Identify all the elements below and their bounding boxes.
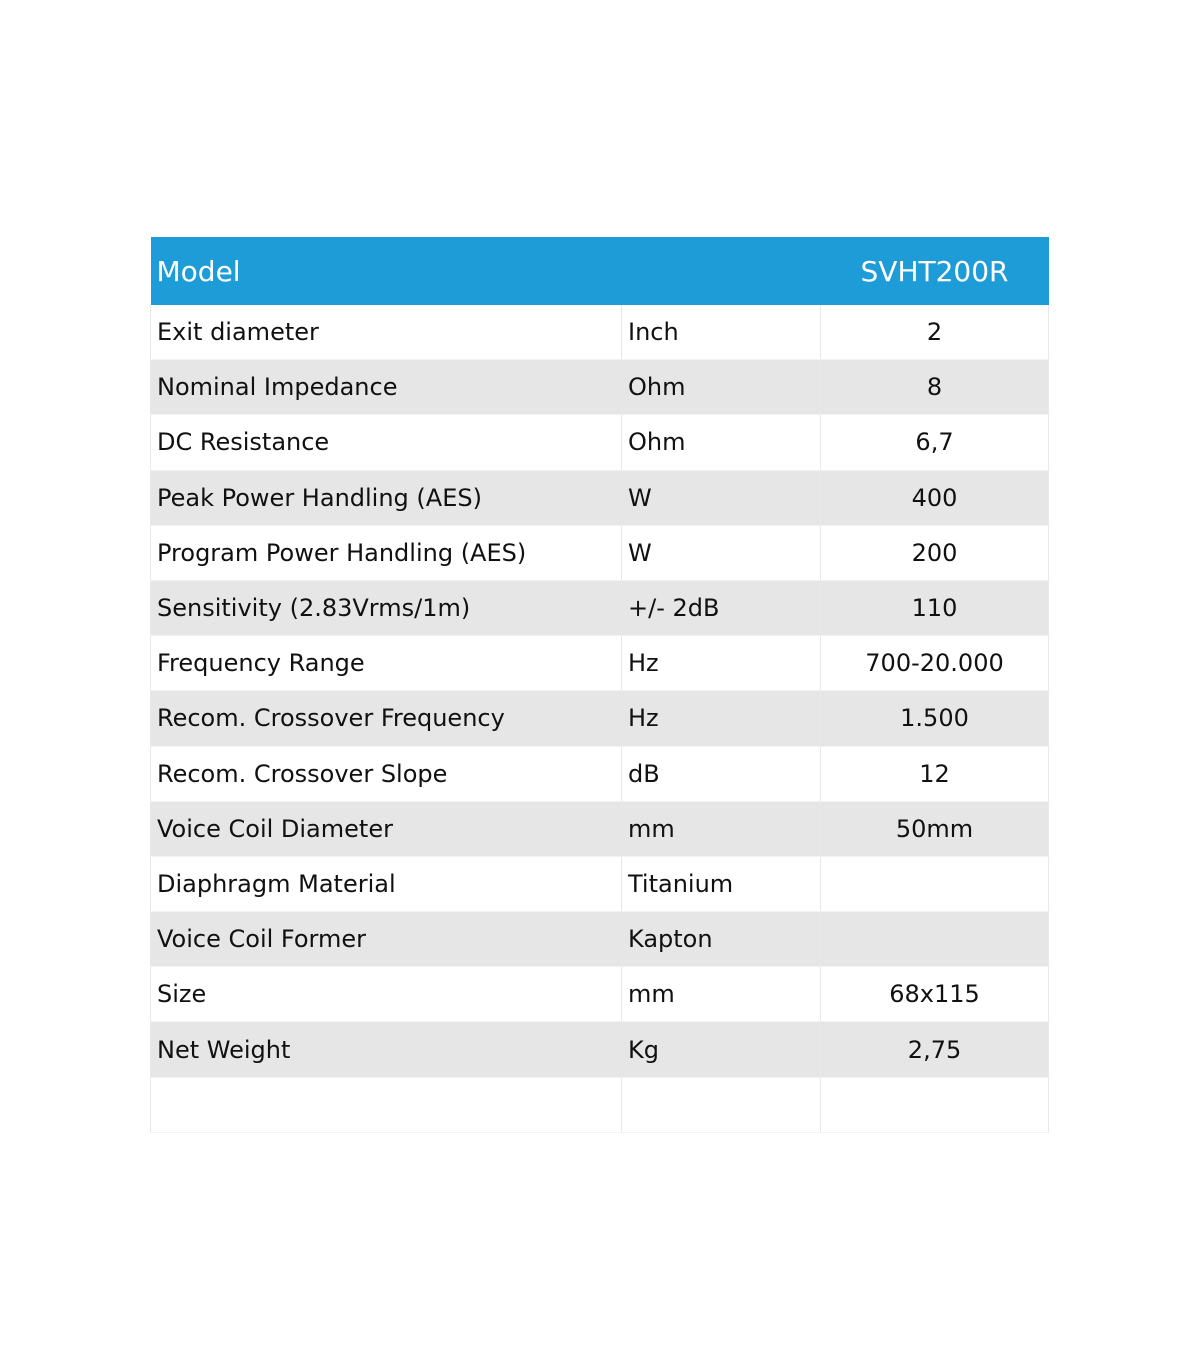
unit-cell [621, 1077, 822, 1133]
unit-cell: Inch [621, 305, 822, 361]
table-row: Diaphragm Material Titanium [150, 856, 1050, 913]
table-row: Size mm 68x115 [150, 966, 1050, 1023]
value-cell: 1.500 [820, 690, 1050, 747]
param-cell: Net Weight [150, 1021, 622, 1078]
value-cell: 8 [820, 359, 1050, 416]
table-row: Nominal Impedance Ohm 8 [150, 359, 1050, 416]
table-row: Recom. Crossover Slope dB 12 [150, 746, 1050, 802]
unit-cell: Hz [621, 635, 822, 692]
table-row: Sensitivity (2.83Vrms/1m) +/- 2dB 110 [150, 580, 1050, 637]
param-cell: Peak Power Handling (AES) [150, 470, 622, 526]
table-row: Net Weight Kg 2,75 [150, 1021, 1050, 1078]
value-cell: 110 [820, 580, 1050, 637]
value-cell: 12 [820, 746, 1050, 802]
param-cell [150, 1077, 622, 1133]
unit-cell: Hz [621, 690, 822, 747]
param-cell: Program Power Handling (AES) [150, 525, 622, 581]
unit-cell: Titanium [621, 856, 822, 913]
spec-table: Model SVHT200R Exit diameter Inch 2 Nominal… [150, 237, 1050, 1133]
unit-cell: Ohm [621, 359, 822, 416]
table-row: Peak Power Handling (AES) W 400 [150, 470, 1050, 526]
table-row: Exit diameter Inch 2 [150, 305, 1050, 361]
param-cell: Recom. Crossover Frequency [150, 690, 622, 747]
param-cell: DC Resistance [150, 414, 622, 471]
value-cell: 68x115 [820, 966, 1050, 1023]
param-cell: Size [150, 966, 622, 1023]
value-cell: 50mm [820, 801, 1050, 857]
table-row: Recom. Crossover Frequency Hz 1.500 [150, 690, 1050, 747]
table-row: DC Resistance Ohm 6,7 [150, 414, 1050, 471]
model-name: SVHT200R [820, 237, 1049, 305]
unit-cell: Ohm [621, 414, 822, 471]
value-cell: 2 [820, 305, 1050, 361]
table-row: Voice Coil Diameter mm 50mm [150, 801, 1050, 857]
value-cell [820, 1077, 1050, 1133]
value-cell [820, 911, 1050, 968]
table-row: Program Power Handling (AES) W 200 [150, 525, 1050, 581]
param-cell: Frequency Range [150, 635, 622, 692]
value-cell: 2,75 [820, 1021, 1050, 1078]
unit-cell: +/- 2dB [621, 580, 822, 637]
unit-cell: mm [621, 801, 822, 857]
unit-cell: W [621, 470, 822, 526]
model-label: Model [150, 237, 821, 305]
unit-cell: mm [621, 966, 822, 1023]
header-row: Model SVHT200R [150, 237, 1049, 305]
table-row: Frequency Range Hz 700-20.000 [150, 635, 1050, 692]
param-cell: Diaphragm Material [150, 856, 622, 913]
param-cell: Sensitivity (2.83Vrms/1m) [150, 580, 622, 637]
param-cell: Exit diameter [150, 305, 622, 361]
value-cell: 200 [820, 525, 1050, 581]
param-cell: Nominal Impedance [150, 359, 622, 416]
param-cell: Recom. Crossover Slope [150, 746, 622, 802]
unit-cell: dB [621, 746, 822, 802]
unit-cell: Kapton [621, 911, 822, 968]
table-row: Voice Coil Former Kapton [150, 911, 1050, 968]
param-cell: Voice Coil Diameter [150, 801, 622, 857]
value-cell: 700-20.000 [820, 635, 1050, 692]
table-row [150, 1077, 1050, 1133]
value-cell: 400 [820, 470, 1050, 526]
value-cell: 6,7 [820, 414, 1050, 471]
value-cell [820, 856, 1050, 913]
unit-cell: Kg [621, 1021, 822, 1078]
unit-cell: W [621, 525, 822, 581]
param-cell: Voice Coil Former [150, 911, 622, 968]
